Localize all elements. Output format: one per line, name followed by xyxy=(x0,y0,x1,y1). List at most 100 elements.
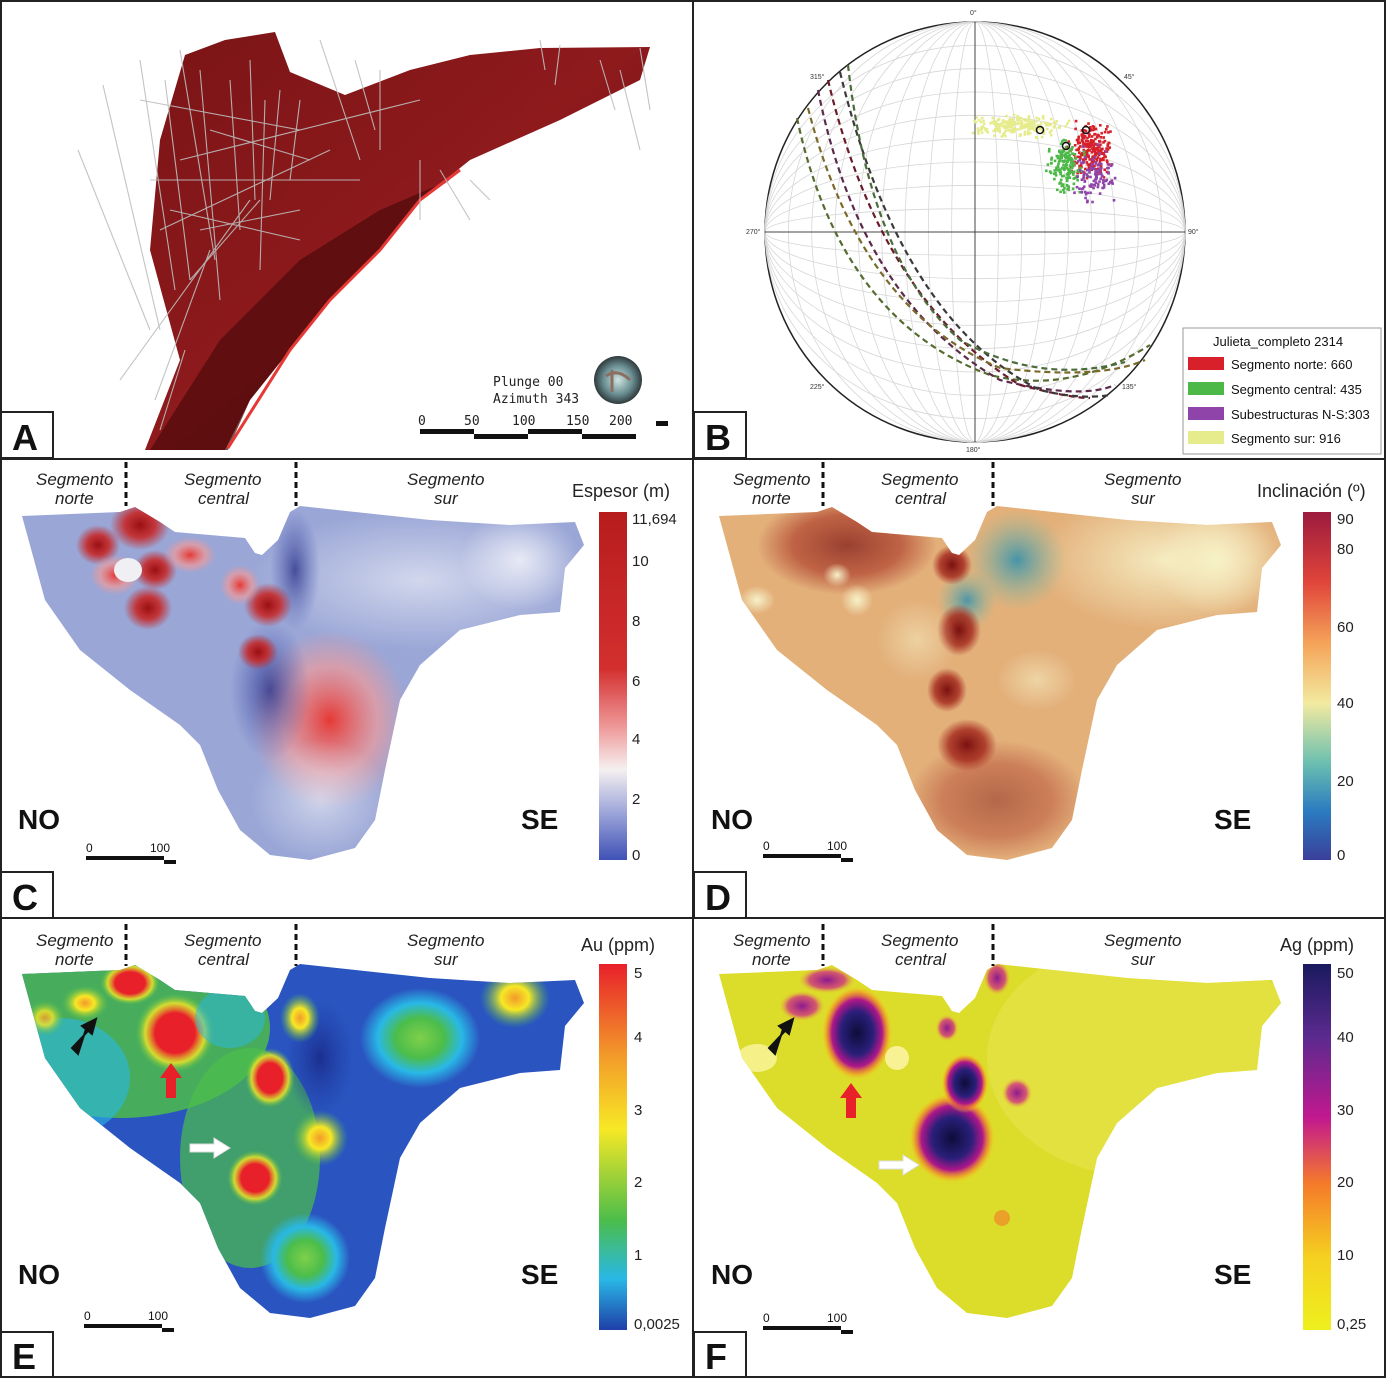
pole-point xyxy=(1048,131,1052,134)
pole-point xyxy=(1064,152,1067,156)
pole-point xyxy=(1062,163,1065,167)
pole-point xyxy=(992,129,995,133)
pole-point xyxy=(1090,167,1093,170)
plunge-label: Plunge 00 xyxy=(493,375,563,390)
pole-point xyxy=(1097,148,1100,152)
pole-point xyxy=(1054,174,1058,177)
pole-point xyxy=(1102,183,1106,187)
pole-point xyxy=(1087,132,1091,136)
pole-point xyxy=(1074,127,1077,131)
orientation-sphere-icon xyxy=(594,356,642,404)
pole-point xyxy=(999,123,1002,126)
scale-tick-100: 100 xyxy=(148,1309,168,1323)
pole-point xyxy=(1001,124,1004,128)
panel-letter-b: B xyxy=(705,417,731,458)
pole-point xyxy=(1070,166,1074,170)
legend-swatch-1 xyxy=(1188,382,1224,395)
pole-point xyxy=(1069,157,1073,160)
pole-point xyxy=(1079,166,1082,170)
segment-label-norte-2: norte xyxy=(55,489,94,508)
pole-point xyxy=(991,116,995,120)
pole-point xyxy=(1108,163,1111,166)
pole-point xyxy=(1026,130,1030,133)
white-arrow-icon xyxy=(189,1137,231,1159)
pole-point xyxy=(1036,124,1039,128)
pole-point xyxy=(1030,123,1033,127)
pole-point xyxy=(1023,130,1027,134)
fault-edge-highlight xyxy=(226,168,461,449)
pole-point xyxy=(997,123,1000,126)
pole-point xyxy=(1100,162,1103,166)
pole-point xyxy=(1054,122,1057,125)
segment-label-central-1: Segmento xyxy=(184,470,262,489)
pole-point xyxy=(1065,166,1069,170)
pole-point xyxy=(1067,154,1070,158)
pole-point xyxy=(1086,191,1089,195)
pole-point xyxy=(1058,157,1062,161)
pole-point xyxy=(1029,126,1033,129)
pole-point xyxy=(1106,125,1109,128)
pole-point xyxy=(1048,170,1052,173)
pole-point xyxy=(1093,164,1096,168)
pole-point xyxy=(1087,163,1091,167)
pole-point xyxy=(1027,120,1030,123)
cb-tick: 20 xyxy=(1337,773,1354,790)
legend-title: Julieta_completo 2314 xyxy=(1213,334,1343,349)
pole-point xyxy=(1099,124,1102,127)
scale-tick-0: 0 xyxy=(763,839,770,853)
pole-point xyxy=(1084,196,1087,200)
pole-point xyxy=(1031,120,1034,124)
pole-point xyxy=(1078,158,1082,162)
pole-point xyxy=(1063,191,1066,194)
pole-point xyxy=(1110,163,1114,166)
pole-point xyxy=(1094,137,1097,141)
pole-point xyxy=(1076,169,1080,172)
pole-point xyxy=(984,129,988,132)
segment-label-sur-1: Segmento xyxy=(1104,931,1182,950)
pole-point xyxy=(975,116,978,119)
compass-180: 180° xyxy=(966,446,981,454)
pole-point xyxy=(1035,119,1038,123)
pole-point xyxy=(1032,125,1035,128)
cb-tick: 10 xyxy=(1337,1247,1354,1264)
pole-point xyxy=(1017,128,1020,131)
red-arrow-icon xyxy=(840,1083,862,1118)
pole-point xyxy=(1093,133,1096,136)
pole-point xyxy=(1088,171,1091,174)
pole-point xyxy=(994,124,998,127)
cb-tick: 20 xyxy=(1337,1174,1354,1191)
panel-letter-box-c xyxy=(0,871,54,919)
panel-letter-a: A xyxy=(12,417,38,458)
pole-point xyxy=(1050,156,1054,160)
pole-point xyxy=(1083,136,1086,139)
cb-tick: 4 xyxy=(634,1029,642,1046)
pole-point xyxy=(1071,187,1075,190)
pole-point xyxy=(976,127,980,130)
compass-270: 270° xyxy=(746,228,761,236)
panel-c: Segmento norte Segmento central Segmento… xyxy=(0,462,677,919)
cb-tick: 0 xyxy=(632,847,640,864)
pole-point xyxy=(1078,164,1081,168)
pole-point xyxy=(1068,142,1071,146)
pole-point xyxy=(1045,123,1048,127)
pole-point xyxy=(1068,156,1071,160)
cb-tick: 30 xyxy=(1337,1102,1354,1119)
cb-tick: 40 xyxy=(1337,1029,1354,1046)
pole-point xyxy=(1055,154,1059,158)
pole-point xyxy=(1028,127,1032,131)
pole-point xyxy=(1083,190,1087,194)
pole-point xyxy=(1061,184,1065,187)
pole-point xyxy=(1056,188,1059,192)
pole-point xyxy=(1080,191,1083,194)
scale-bar-e: 0 100 xyxy=(84,1309,174,1332)
scale-tick-0: 0 xyxy=(763,1311,770,1325)
pole-point xyxy=(992,122,996,126)
pole-point xyxy=(1106,166,1109,170)
pole-point xyxy=(1016,117,1019,121)
compass-315: 315° xyxy=(810,73,825,81)
panel-b: 0° 45° 90° 135° 180° 225° 270° 315° Juli… xyxy=(693,9,1382,459)
pole-point xyxy=(1076,171,1079,175)
pole-point xyxy=(1102,179,1105,182)
pole-point xyxy=(1094,162,1098,165)
pole-point xyxy=(1078,169,1082,172)
